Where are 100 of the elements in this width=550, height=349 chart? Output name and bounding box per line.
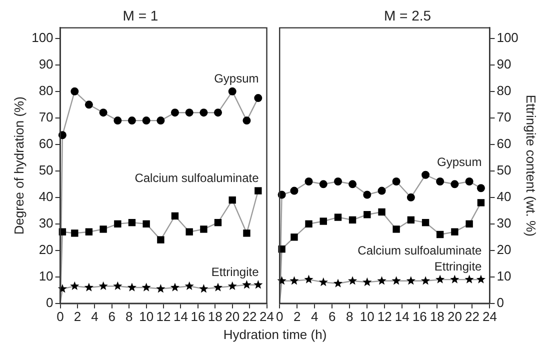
y-tick-label: 50 <box>38 162 54 178</box>
point <box>114 116 122 125</box>
y2-tick-label: 100 <box>496 30 518 45</box>
point <box>98 281 108 290</box>
point <box>170 108 179 117</box>
point <box>114 220 122 228</box>
point <box>85 228 93 236</box>
point <box>406 193 415 202</box>
point <box>363 190 372 199</box>
point <box>214 108 222 117</box>
y2-tick-label: 80 <box>496 82 512 98</box>
point <box>422 218 430 226</box>
point <box>228 196 236 204</box>
x-tick-label: 4 <box>91 308 98 324</box>
point <box>128 218 136 226</box>
x-tick-label: 16 <box>190 308 206 324</box>
point <box>436 178 444 186</box>
series-label: Ettringite <box>211 264 260 279</box>
point <box>451 228 458 236</box>
point <box>186 228 193 236</box>
point <box>436 230 444 238</box>
y2-tick-label: 40 <box>496 188 512 204</box>
x-tick-label: 8 <box>346 308 354 324</box>
x-tick-label: 12 <box>377 308 392 324</box>
point <box>392 178 400 186</box>
x-tick-label: 14 <box>174 308 188 324</box>
y2-tick-label: 50 <box>496 162 512 178</box>
x-tick-label: 0 <box>56 308 64 324</box>
y2-tick-label: 0 <box>496 294 504 310</box>
y-tick-label: 10 <box>38 268 54 284</box>
point <box>362 277 372 286</box>
x-tick-label: 20 <box>447 308 462 324</box>
x-tick-label: 4 <box>311 308 318 324</box>
point <box>392 276 401 285</box>
point <box>477 199 485 206</box>
point <box>377 276 386 285</box>
point <box>157 236 164 244</box>
point <box>304 178 313 186</box>
series-label: Calcium sulfoaluminate <box>358 244 482 258</box>
x-tick-label: 6 <box>328 308 336 324</box>
point <box>348 276 358 285</box>
point <box>290 186 298 195</box>
point <box>142 116 150 125</box>
x-tick-label: 18 <box>208 308 222 324</box>
x-tick-label: 20 <box>225 308 240 324</box>
point <box>422 170 430 179</box>
point <box>199 284 208 293</box>
point <box>348 180 357 188</box>
point <box>99 108 108 117</box>
y2-tick-label: 30 <box>496 215 512 230</box>
point <box>184 281 194 290</box>
point <box>185 108 194 117</box>
x-tick-label: 14 <box>394 308 410 324</box>
point <box>436 274 445 284</box>
y-tick-label: 60 <box>38 136 54 151</box>
point <box>156 116 165 125</box>
y2-tick-label: 20 <box>496 242 512 257</box>
x-tick-label: 10 <box>139 308 154 324</box>
chart-title: M = 2.5 <box>384 7 432 24</box>
point <box>228 281 237 290</box>
point <box>243 230 250 237</box>
x-tick-label: 10 <box>360 308 374 324</box>
x-tick-label: 12 <box>156 308 171 324</box>
point <box>142 282 151 292</box>
point <box>213 282 223 292</box>
point <box>170 282 180 292</box>
x-tick-label: 6 <box>108 308 116 324</box>
point <box>84 100 93 109</box>
point <box>305 220 312 228</box>
point <box>466 220 473 228</box>
point <box>142 220 150 228</box>
point <box>156 284 166 293</box>
point <box>333 278 343 288</box>
point <box>304 274 314 284</box>
point <box>334 214 342 221</box>
series-label: Gypsum <box>437 154 482 169</box>
y-tick-label: 30 <box>38 215 54 230</box>
x-tick-label: 22 <box>242 308 257 324</box>
point <box>242 116 251 125</box>
y2-tick-label: 10 <box>496 268 512 284</box>
point <box>200 226 208 233</box>
y-tick-label: 20 <box>38 242 54 257</box>
point <box>171 212 179 220</box>
series-label: Calcium sulfoaluminate <box>134 170 260 185</box>
point <box>100 226 107 233</box>
series-label: Ettringite <box>434 260 482 274</box>
x-tick-label: 22 <box>464 308 480 324</box>
point <box>228 87 236 96</box>
x-tick-label: 2 <box>294 308 301 324</box>
series-label: Gypsum <box>214 71 259 86</box>
y2-tick-label: 60 <box>496 136 512 151</box>
point <box>290 276 299 285</box>
point <box>334 178 342 186</box>
point <box>70 87 79 96</box>
point <box>242 280 252 289</box>
y2-axis-title: Ettringite content (wt. %) <box>524 94 539 236</box>
y2-tick-label: 70 <box>496 109 512 124</box>
point <box>71 230 78 237</box>
point <box>200 108 208 117</box>
y-tick-label: 70 <box>38 109 54 124</box>
